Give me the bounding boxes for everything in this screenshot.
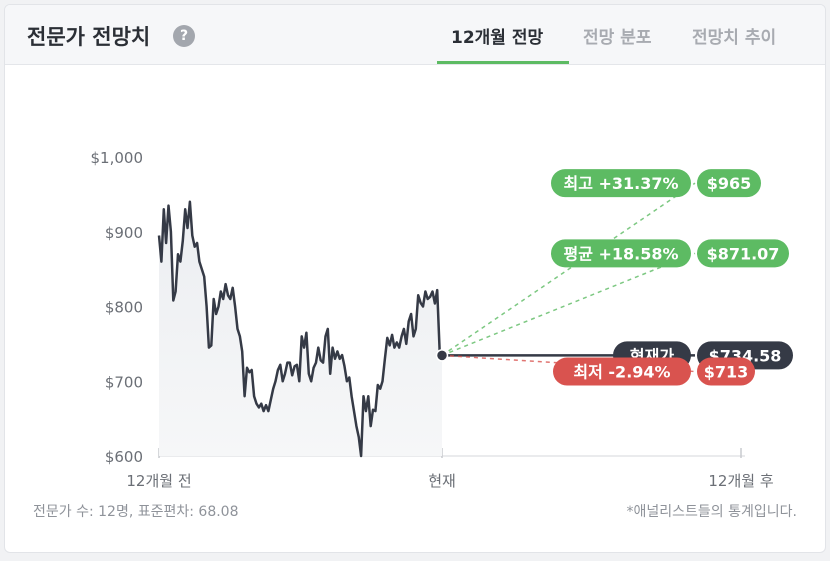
price-line: [157, 200, 444, 458]
card-header: 전문가 전망치 ? 12개월 전망 전망 분포 전망치 추이: [5, 5, 825, 65]
help-icon[interactable]: ?: [173, 25, 195, 47]
current-price-dot: [435, 349, 449, 362]
projection-line-high: [441, 182, 696, 357]
analyst-stats: 전문가 수: 12명, 표준편차: 68.08: [33, 504, 239, 520]
tab-forecast-trend[interactable]: 전망치 추이: [692, 28, 777, 48]
y-tick-label: $1,000: [91, 149, 144, 167]
projection-value-pill-low: [697, 357, 755, 386]
projection-label-pill-low: [553, 357, 691, 386]
price-target-card: 전문가 전망치 ? 12개월 전망 전망 분포 전망치 추이 $1,000 $90…: [4, 4, 826, 553]
projection-label-high: 최고 +31.37%: [563, 174, 678, 193]
y-tick-label: $600: [105, 448, 143, 466]
tab-12-month-forecast[interactable]: 12개월 전망: [451, 28, 544, 48]
projection-value-pill-avg: [697, 239, 789, 268]
card-title: 전문가 전망치: [27, 25, 151, 49]
projection-label-low: 최저 -2.94%: [573, 363, 670, 382]
price-area: [159, 201, 442, 456]
projection-value-avg: $871.07: [707, 244, 780, 263]
x-tick-label: 현재: [428, 472, 456, 490]
projection-label-pill-avg: [551, 239, 691, 268]
projection-value-high: $965: [707, 174, 752, 193]
projection-line-avg: [441, 252, 696, 357]
projection-label-pill-high: [551, 169, 691, 198]
projection-label-avg: 평균 +18.58%: [563, 244, 678, 263]
y-tick-label: $900: [105, 224, 143, 242]
footnote: *애널리스트들의 통계입니다.: [626, 504, 797, 520]
projection-value-pill-high: [697, 169, 761, 198]
y-tick-label: $700: [105, 373, 143, 391]
tab-forecast-distribution[interactable]: 전망 분포: [583, 28, 652, 48]
y-tick-label: $800: [105, 299, 143, 317]
active-tab-indicator: [437, 61, 569, 64]
x-tick-label: 12개월 후: [708, 472, 773, 490]
price-target-chart: $1,000 $900 $800 $700 $600 12개월 전 현재 12개월 후 최고 +…: [91, 149, 793, 490]
projection-value-low: $713: [704, 363, 749, 382]
x-tick-label: 12개월 전: [126, 472, 191, 490]
